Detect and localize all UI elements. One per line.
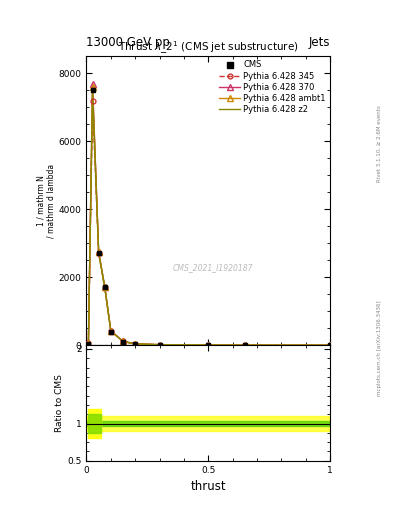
Y-axis label: Ratio to CMS: Ratio to CMS xyxy=(55,374,64,432)
Text: Jets: Jets xyxy=(309,36,330,49)
Text: CMS_2021_I1920187: CMS_2021_I1920187 xyxy=(173,263,253,272)
Title: Thrust $\lambda\_2^1$ (CMS jet substructure): Thrust $\lambda\_2^1$ (CMS jet substruct… xyxy=(118,40,299,56)
Text: mcplots.cern.ch [arXiv:1306.3436]: mcplots.cern.ch [arXiv:1306.3436] xyxy=(377,301,382,396)
Text: 13000 GeV pp: 13000 GeV pp xyxy=(86,36,170,49)
Y-axis label: 1 / mathrm N
/ mathrm d lambda: 1 / mathrm N / mathrm d lambda xyxy=(37,164,56,238)
Text: Rivet 3.1.10, ≥ 2.6M events: Rivet 3.1.10, ≥ 2.6M events xyxy=(377,105,382,182)
Legend: CMS, Pythia 6.428 345, Pythia 6.428 370, Pythia 6.428 ambt1, Pythia 6.428 z2: CMS, Pythia 6.428 345, Pythia 6.428 370,… xyxy=(218,59,328,116)
X-axis label: thrust: thrust xyxy=(191,480,226,493)
